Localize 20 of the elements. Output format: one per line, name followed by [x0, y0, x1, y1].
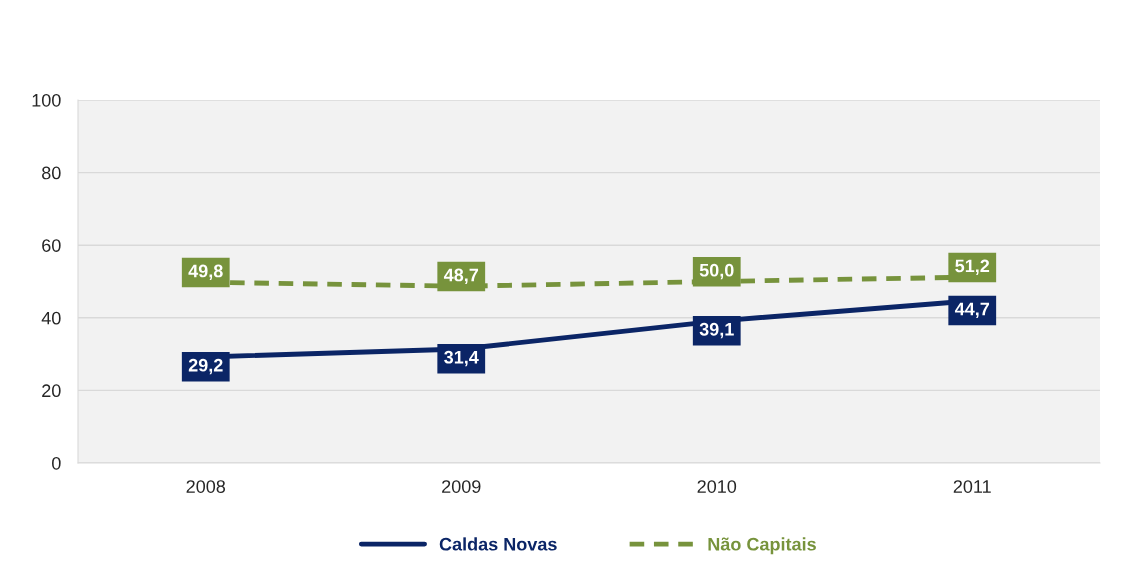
- y-tick-label: 40: [41, 311, 61, 325]
- x-tick-label: 2010: [697, 480, 737, 493]
- data-label: 51,2: [955, 259, 990, 275]
- x-tick-label: 2009: [442, 480, 481, 493]
- legend-label: Caldas Novas: [439, 537, 557, 551]
- legend-label: Não Capitais: [708, 537, 816, 555]
- data-label: 44,7: [954, 302, 990, 318]
- y-tick-label: 100: [32, 93, 61, 107]
- y-tick-label: 20: [42, 384, 61, 398]
- data-label: 39,1: [699, 322, 734, 339]
- data-label: 50,0: [699, 263, 734, 280]
- x-tick-label: 2011: [953, 480, 991, 493]
- y-tick-label: 0: [52, 456, 61, 470]
- data-label: 49,8: [188, 264, 223, 280]
- y-tick-label: 60: [42, 239, 61, 252]
- data-label: 48,7: [443, 268, 479, 284]
- y-tick-label: 80: [42, 166, 61, 180]
- data-label: 31,4: [444, 350, 479, 367]
- data-label: 29,2: [188, 358, 223, 375]
- x-tick-label: 2008: [186, 480, 226, 493]
